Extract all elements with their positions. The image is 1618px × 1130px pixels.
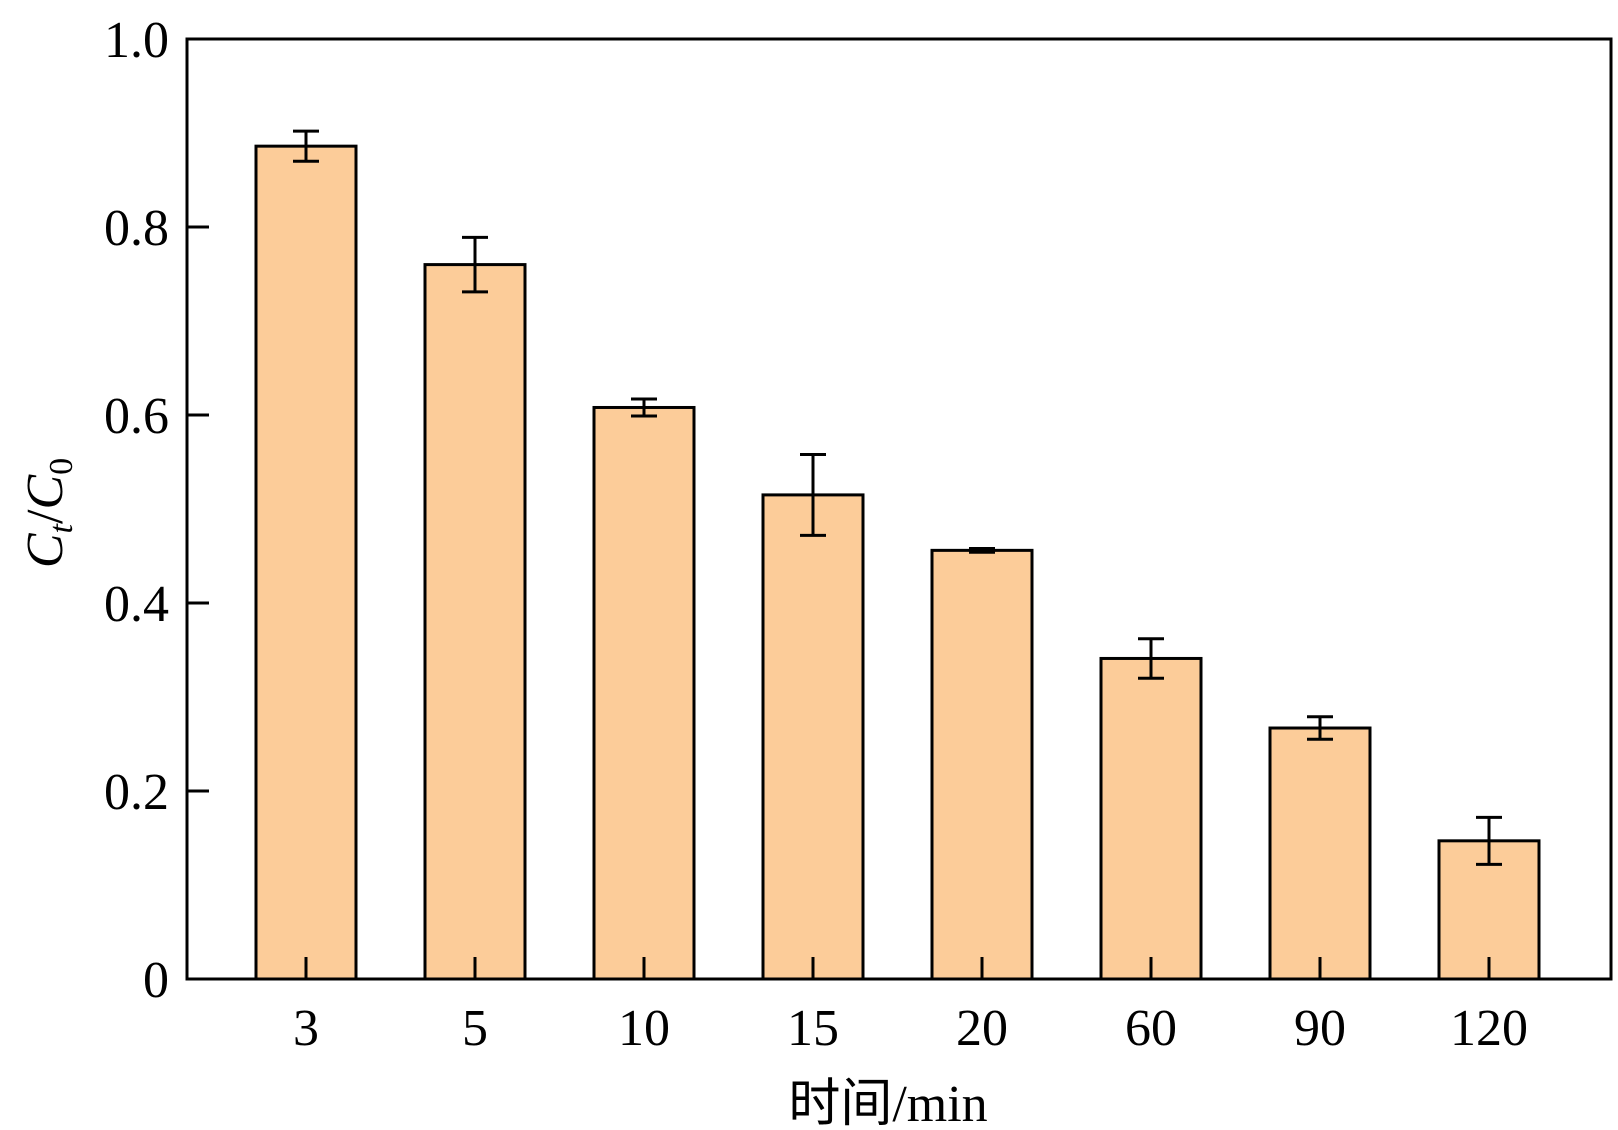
y-axis-title: Ct/C0 <box>17 458 80 568</box>
y-tick-label-0: 0 <box>143 952 169 1009</box>
y-title-sub2: 0 <box>43 458 80 475</box>
bar-60 <box>1099 656 1203 981</box>
y-tick-label-2: 0.4 <box>104 576 169 633</box>
bar-3 <box>254 144 358 981</box>
bar-5 <box>423 263 527 981</box>
x-tick-label-10: 10 <box>618 1000 670 1057</box>
bar-90 <box>1268 726 1372 981</box>
bar-15 <box>761 493 865 981</box>
y-title-slash: / <box>17 509 74 524</box>
bar-20 <box>930 548 1034 981</box>
x-tick-label-3: 3 <box>293 1000 319 1057</box>
x-tick-label-60: 60 <box>1125 1000 1177 1057</box>
y-title-sub1: t <box>43 522 80 533</box>
x-tick-label-90: 90 <box>1294 1000 1346 1057</box>
y-title-c1: C <box>17 532 74 568</box>
y-title-c2: C <box>17 474 74 510</box>
x-tick-label-20: 20 <box>956 1000 1008 1057</box>
y-tick-label-5: 1.0 <box>104 12 169 69</box>
error-bars-layer <box>293 129 1502 866</box>
x-tick-label-15: 15 <box>787 1000 839 1057</box>
y-tick-label-1: 0.2 <box>104 764 169 821</box>
bars-layer <box>254 144 1541 981</box>
y-tick-label-4: 0.8 <box>104 200 169 257</box>
x-tick-label-120: 120 <box>1450 1000 1528 1057</box>
axes-layer <box>185 37 1613 981</box>
x-axis-title: 时间/min <box>788 1076 987 1130</box>
x-tick-label-5: 5 <box>462 1000 488 1057</box>
ticks-layer: 3 5 10 15 20 60 90 120 0 0.2 0.4 0.6 0.8 1.0 <box>104 12 1528 1057</box>
bar-10 <box>592 405 696 981</box>
y-tick-label-3: 0.6 <box>104 388 169 445</box>
plot-frame <box>185 37 1613 981</box>
